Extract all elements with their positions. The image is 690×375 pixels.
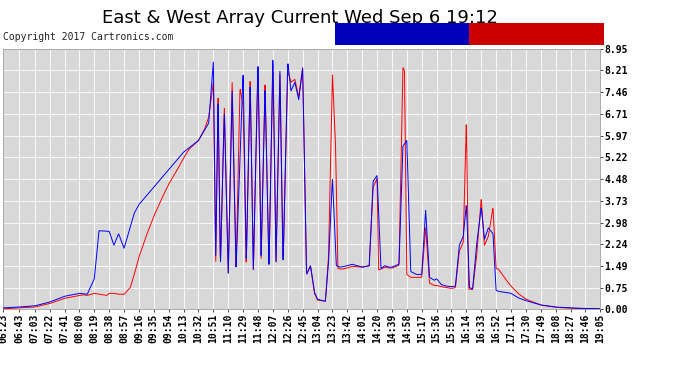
Text: East & West Array Current Wed Sep 6 19:12: East & West Array Current Wed Sep 6 19:1… xyxy=(102,9,498,27)
Text: East Array (DC Amps): East Array (DC Amps) xyxy=(339,29,464,39)
Text: West Array (DC Amps): West Array (DC Amps) xyxy=(474,29,599,39)
Text: Copyright 2017 Cartronics.com: Copyright 2017 Cartronics.com xyxy=(3,32,174,42)
